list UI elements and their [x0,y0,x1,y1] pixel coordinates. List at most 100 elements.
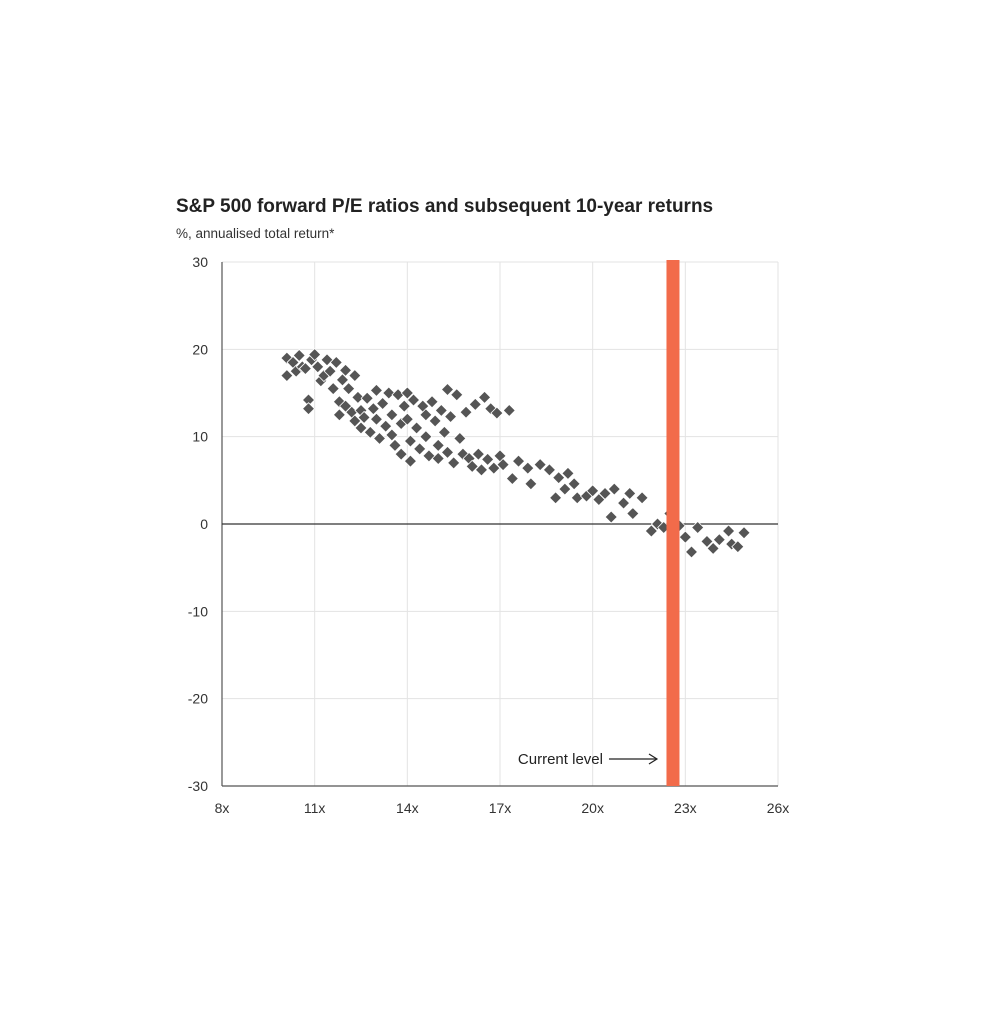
data-point [391,388,405,402]
data-point [385,408,399,422]
y-tick-label: -30 [188,778,208,794]
x-tick-label: 20x [581,800,604,816]
data-point [366,402,380,416]
data-point [372,431,387,445]
data-point [447,456,461,470]
data-point [332,408,346,422]
grid-lines [222,261,779,786]
data-point [626,506,640,521]
data-point [323,364,337,378]
data-point [425,395,439,409]
data-point [616,496,631,510]
data-point [496,458,510,472]
data-point [598,486,612,500]
data-point [354,421,368,435]
data-point [644,524,658,538]
data-point [437,425,451,439]
x-tick-label: 26x [767,800,790,816]
data-point [397,399,411,413]
data-point [369,383,384,397]
data-point [369,412,384,426]
data-point [549,491,563,505]
data-point [623,486,637,500]
y-tick-label: -20 [188,691,208,707]
data-point [502,403,516,418]
data-point [406,393,421,407]
data-point [311,360,325,374]
data-point [481,452,495,466]
y-tick-label: 20 [192,341,208,357]
current-level-arrow-head [648,753,659,765]
data-point [280,368,294,383]
data-point [477,390,492,404]
data-point [678,530,692,544]
data-point [394,447,408,461]
data-point [542,463,556,477]
data-point [329,355,343,369]
data-point [419,430,433,444]
data-point [382,386,396,400]
data-point [428,414,442,428]
data-point [450,388,464,402]
data-point [422,449,436,463]
data-point [737,526,751,540]
data-point [552,471,566,485]
data-point [431,438,445,452]
data-point [505,472,519,486]
data-point [440,382,455,397]
data-point [712,533,726,547]
data-point [308,348,322,362]
data-point [338,363,353,377]
current-level-marker: Current level [518,260,680,786]
data-point [604,510,618,524]
x-tick-label: 23x [674,800,697,816]
x-tick-label: 17x [489,800,512,816]
axes [221,262,778,787]
data-point [292,348,306,363]
data-point [635,491,649,505]
data-point [567,477,581,491]
data-point [326,382,340,396]
y-tick-label: -10 [188,603,208,619]
data-point [403,434,417,448]
data-point [706,541,720,556]
data-point [465,459,479,473]
data-point [700,534,714,549]
chart-subtitle: %, annualised total return* [176,226,335,241]
data-point [722,524,736,538]
data-points [280,348,751,559]
data-point [453,431,467,445]
data-point [521,461,535,475]
data-point [376,396,390,411]
data-point [586,484,600,498]
data-point [558,482,572,496]
data-point [490,406,504,420]
data-point [459,405,473,419]
data-point [348,368,362,383]
data-point [320,353,334,367]
data-point [363,425,377,439]
y-tick-label: 0 [200,516,208,532]
data-point [487,461,501,475]
data-point [691,520,705,535]
x-tick-label: 14x [396,800,419,816]
data-point [561,466,575,480]
data-point [444,410,458,424]
data-point [419,408,433,422]
data-point [684,545,699,559]
data-point [385,428,399,442]
data-point [471,447,485,461]
data-point [388,438,402,452]
tick-labels: 8x 11x 14x 17x 20x 23x 26x 30 20 10 0 -10 -20 -30 [188,254,790,816]
data-point [524,477,538,491]
data-point [342,382,356,396]
data-point [431,451,445,466]
current-level-bar [666,260,680,786]
data-point [731,540,745,554]
data-point [434,403,448,418]
data-point [351,390,365,404]
x-tick-label: 11x [304,800,326,816]
data-point [360,391,374,405]
data-point [400,412,414,426]
